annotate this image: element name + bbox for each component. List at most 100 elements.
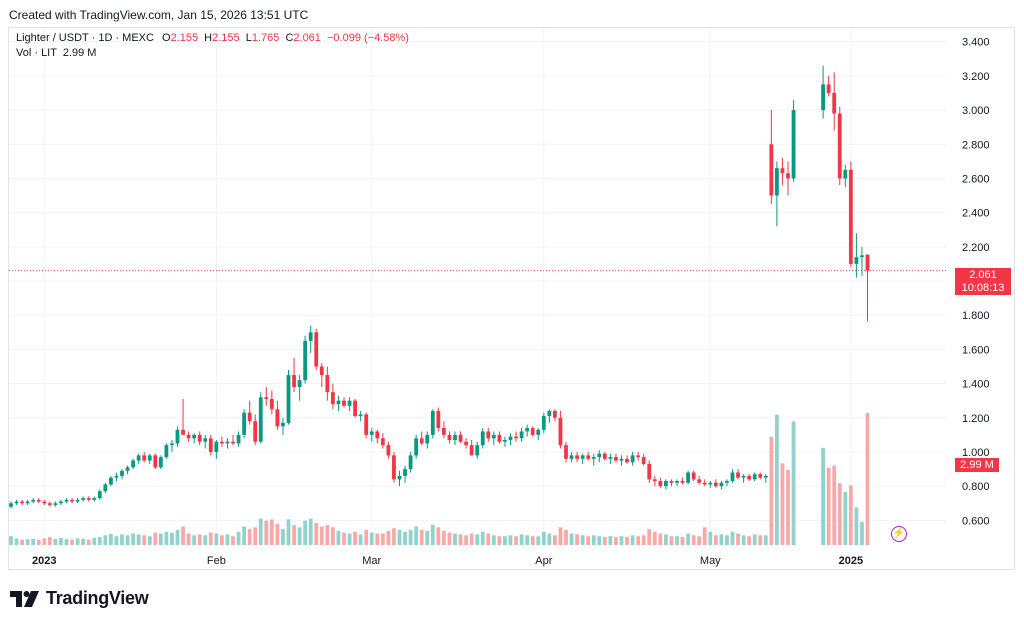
volume-bar xyxy=(719,534,724,545)
candle-body xyxy=(203,438,208,442)
bar-countdown: 10:08:13 xyxy=(961,282,1005,294)
volume-bar xyxy=(31,538,36,545)
candle-body xyxy=(109,477,113,485)
volume-bar xyxy=(591,535,596,545)
candle-body xyxy=(319,366,324,376)
volume-bar xyxy=(503,536,507,545)
candle-body xyxy=(575,455,579,459)
volume-bar xyxy=(553,535,557,545)
last-volume-tag: 2.99 M xyxy=(955,458,999,472)
candle-body xyxy=(403,469,407,476)
volume-bar xyxy=(358,534,363,545)
candle-body xyxy=(336,400,341,405)
candle-body xyxy=(175,429,180,444)
candle-body xyxy=(31,499,36,502)
price-tick-label: 3.200 xyxy=(962,71,990,83)
candle-body xyxy=(419,438,424,444)
volume-bar xyxy=(281,529,285,545)
price-tick-label: 2.400 xyxy=(962,208,990,220)
candle-body xyxy=(553,410,557,418)
time-tick-label: Mar xyxy=(362,555,381,567)
volume-bar xyxy=(547,533,552,545)
volume-bar xyxy=(253,527,258,545)
candle-body xyxy=(258,397,263,442)
candle-body xyxy=(519,431,524,439)
candle-body xyxy=(342,400,346,406)
lightning-icon[interactable]: ⚡ xyxy=(891,526,907,542)
candle-body xyxy=(741,475,746,478)
volume-bar xyxy=(860,522,864,545)
volume-bar xyxy=(75,538,80,545)
volume-bar xyxy=(530,536,535,545)
change-value: −0.099 (−4.58%) xyxy=(326,32,409,44)
candle-body xyxy=(658,481,663,487)
candle-body xyxy=(170,443,174,446)
volume-bar xyxy=(625,537,629,545)
volume-legend: Vol · LIT 2.99 M xyxy=(16,47,96,59)
last-price-value: 2.061 xyxy=(969,269,997,281)
time-tick-label: Feb xyxy=(207,555,226,567)
ohlc-legend: Lighter / USDT · 1D · MEXC O2.155 H2.155… xyxy=(16,32,409,44)
candle-body xyxy=(408,455,413,470)
candle-body xyxy=(158,457,163,468)
volume-bar xyxy=(92,537,97,545)
volume-bar xyxy=(258,518,263,545)
symbol-label[interactable]: Lighter / USDT · 1D · MEXC xyxy=(16,32,154,44)
tradingview-logo[interactable]: TradingView xyxy=(10,588,149,609)
candle-body xyxy=(608,457,613,459)
candle-body xyxy=(675,481,679,483)
candle-body xyxy=(447,434,452,441)
volume-bar xyxy=(580,535,585,545)
close-value: 2.061 xyxy=(293,32,321,44)
candle-body xyxy=(308,332,313,341)
candle-body xyxy=(220,441,224,444)
candle-body xyxy=(458,434,463,442)
created-with-label: Created with TradingView.com, Jan 15, 20… xyxy=(9,8,309,22)
low-label: L xyxy=(245,32,252,44)
price-tick-label: 3.400 xyxy=(962,37,990,49)
candle-body xyxy=(231,441,235,444)
candle-body xyxy=(364,414,369,435)
candle-body xyxy=(647,463,652,480)
volume-bar xyxy=(636,536,641,545)
candle-body xyxy=(752,474,757,480)
brand-name: TradingView xyxy=(46,588,149,608)
candle-body xyxy=(464,441,468,446)
volume-bar xyxy=(453,533,457,545)
candle-body xyxy=(725,481,729,483)
volume-bar xyxy=(319,526,324,545)
volume-bar xyxy=(464,535,468,545)
candle-body xyxy=(475,445,480,456)
candle-body xyxy=(469,445,474,456)
price-tick-label: 2.800 xyxy=(962,139,990,151)
volume-bar xyxy=(397,529,402,545)
candle-body xyxy=(580,455,585,459)
volume-bar xyxy=(675,536,679,545)
grid-lines xyxy=(9,28,946,546)
candle-body xyxy=(680,481,685,483)
volume-bar xyxy=(564,529,568,545)
candle-body xyxy=(442,428,446,435)
volume-bar xyxy=(736,533,740,545)
volume-bar xyxy=(597,536,602,545)
candle-body xyxy=(397,475,402,480)
candle-body xyxy=(142,455,147,461)
volume-bar xyxy=(558,527,563,545)
volume-bar xyxy=(170,532,174,545)
candle-body xyxy=(236,434,241,444)
volume-bar xyxy=(109,533,113,545)
price-tick-label: 0.600 xyxy=(962,515,990,527)
candle-body xyxy=(369,431,374,435)
volume-bar xyxy=(669,536,674,545)
candle-body xyxy=(691,472,696,480)
candle-body xyxy=(430,410,435,435)
candle-body xyxy=(314,332,319,367)
candle-body xyxy=(775,168,779,196)
volume-bar xyxy=(780,463,785,545)
candle-body xyxy=(652,479,657,482)
volume-bar xyxy=(286,519,291,545)
volume-bar xyxy=(81,538,86,545)
volume-label[interactable]: Vol · LIT xyxy=(16,47,57,59)
volume-bar xyxy=(713,535,718,545)
